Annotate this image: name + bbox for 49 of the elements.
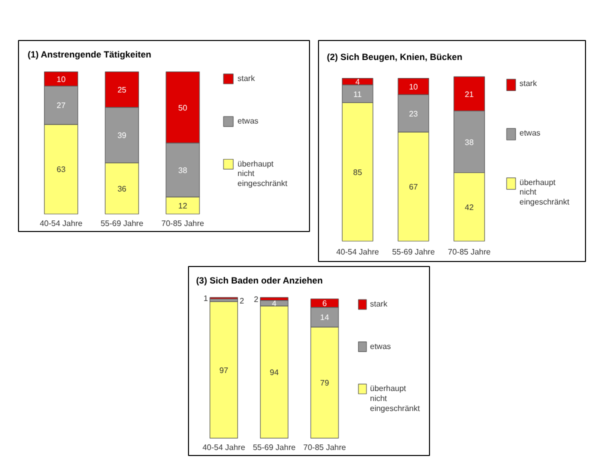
legend-label: stark — [520, 79, 538, 88]
chart-title: (3) Sich Baden oder Anziehen — [196, 276, 323, 286]
data-label: 4 — [355, 78, 360, 87]
data-label: 38 — [464, 138, 474, 147]
data-label: 25 — [117, 86, 127, 95]
x-tick-label: 70-85 Jahre — [303, 442, 347, 452]
data-label: 79 — [320, 378, 330, 388]
legend-label: etwas — [238, 116, 258, 126]
legend-label: überhaupt nicht eingeschränkt — [520, 178, 570, 207]
data-label: 67 — [408, 182, 418, 192]
bar — [210, 301, 238, 439]
data-label: 94 — [270, 368, 280, 378]
data-label: 4 — [272, 299, 277, 308]
chart-title: (1) Anstrengende Tätigkeiten — [28, 50, 152, 60]
data-label: 14 — [320, 313, 330, 322]
legend-label: etwas — [370, 342, 391, 351]
legend-label: stark — [238, 74, 256, 83]
data-label: 39 — [117, 131, 127, 140]
data-label: 21 — [464, 90, 474, 99]
x-tick-label: 70-85 Jahre — [161, 218, 205, 228]
legend-label: stark — [370, 300, 388, 309]
data-label: 2 — [254, 294, 259, 304]
data-label: 2 — [240, 296, 245, 306]
x-tick-label: 55-69 Jahre — [100, 218, 144, 228]
legend-label: überhaupt nicht eingeschränkt — [370, 384, 421, 413]
data-label: 12 — [178, 201, 188, 210]
data-label: 63 — [56, 165, 66, 174]
legend-label: etwas — [520, 128, 540, 138]
data-label: 97 — [219, 366, 229, 375]
data-label: 42 — [464, 202, 474, 212]
data-label: 1 — [203, 294, 208, 304]
data-label: 10 — [56, 74, 66, 84]
data-label: 27 — [56, 101, 66, 110]
x-tick-label: 55-69 Jahre — [392, 247, 436, 256]
data-label: 11 — [353, 90, 362, 99]
data-label: 23 — [408, 109, 418, 118]
chart-title: (2) Sich Beugen, Knien, Bücken — [326, 52, 462, 62]
legend-label: überhaupt nicht eingeschränkt — [238, 159, 288, 188]
x-tick-label: 55-69 Jahre — [252, 442, 296, 452]
data-label: 10 — [408, 82, 418, 92]
x-tick-label: 40-54 Jahre — [202, 442, 246, 452]
data-label: 38 — [178, 166, 188, 175]
x-tick-label: 40-54 Jahre — [40, 218, 83, 228]
x-tick-label: 40-54 Jahre — [336, 247, 380, 256]
data-label: 36 — [117, 184, 127, 194]
data-label: 6 — [322, 299, 328, 308]
data-label: 50 — [178, 103, 188, 112]
data-label: 85 — [353, 168, 363, 177]
x-tick-label: 70-85 Jahre — [448, 247, 492, 256]
